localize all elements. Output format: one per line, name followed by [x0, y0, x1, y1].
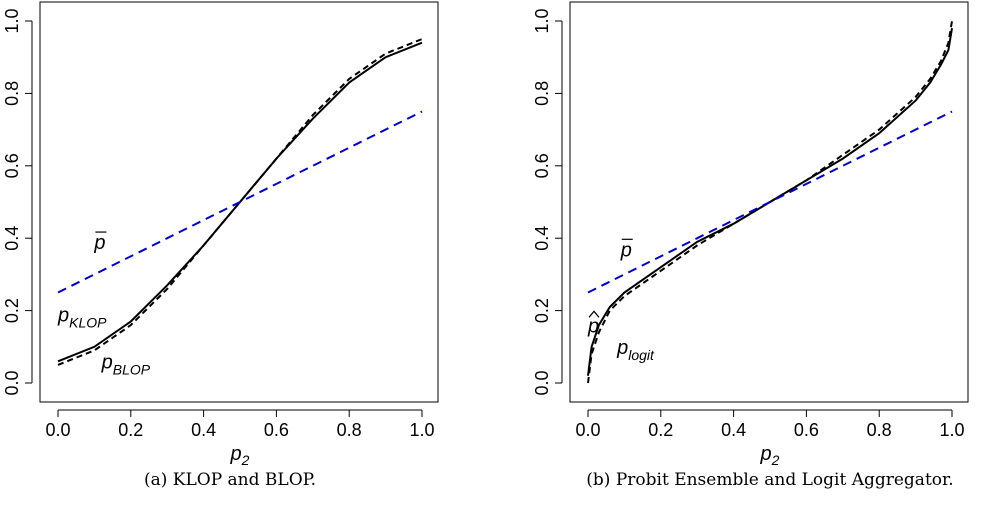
x-tick-label: 0.4 [191, 420, 216, 440]
annotation-sub: BLOP [113, 362, 151, 378]
x-tick-label: 0.4 [721, 420, 746, 440]
hat-mark [588, 310, 600, 318]
y-tick-label: 0.6 [2, 153, 22, 178]
annotation-text: p [587, 315, 599, 337]
annotation-text: p [620, 239, 632, 261]
annotation-sub: KLOP [69, 314, 107, 330]
series-annotation: plogit [616, 337, 655, 363]
x-tick-label: 0.0 [45, 420, 70, 440]
y-tick-label: 0.8 [532, 81, 552, 106]
figure-caption: (a) KLOP and BLOP. [144, 470, 316, 490]
x-tick-label: 1.0 [409, 420, 434, 440]
annotation-text: p [57, 304, 69, 326]
y-tick-label: 0.0 [532, 370, 552, 395]
x-tick-label: 1.0 [939, 420, 964, 440]
series-annotation: pBLOP [101, 352, 151, 378]
figure-caption: (b) Probit Ensemble and Logit Aggregator… [586, 470, 953, 490]
chart-panel-a: 0.0 0.2 0.4 0.6 0.8 1.00.00.20.40.60.81.0p2pp… [2, 1, 439, 490]
x-tick-label: 0.2 [648, 420, 673, 440]
x-axis-label: p2 [760, 443, 780, 468]
y-tick-label: 0.8 [2, 81, 22, 106]
series-line [587, 110, 953, 294]
x-tick-label: 0.8 [337, 420, 362, 440]
series-line [57, 110, 423, 294]
annotation-text: p [616, 337, 628, 359]
y-tick-label: 0.2 [532, 298, 552, 323]
x-tick-label: 0.6 [264, 420, 289, 440]
annotation-text: p [93, 232, 105, 254]
plot-frame [39, 1, 439, 403]
x-axis-label: p2 [230, 443, 250, 468]
x-axis-label-sub: 2 [241, 452, 250, 468]
y-tick-label: 0.2 [2, 298, 22, 323]
y-tick-label: 0.4 [532, 226, 552, 251]
annotation-sub: logit [628, 347, 655, 363]
chart-panel-b: 0.0 0.2 0.4 0.6 0.8 1.00.00.20.40.60.81.0p2pp… [532, 1, 969, 490]
series-annotation: pKLOP [57, 304, 107, 330]
annotation-text: p [101, 352, 113, 374]
y-tick-label: 1.0 [2, 8, 22, 33]
x-tick-label: 0.2 [118, 420, 143, 440]
x-tick-label: 0.6 [794, 420, 819, 440]
x-axis-label-sub: 2 [771, 452, 780, 468]
x-tick-label: 0.8 [867, 420, 892, 440]
series-annotation: p [93, 232, 105, 254]
x-tick-label: 0.0 [575, 420, 600, 440]
series-annotation: p [587, 315, 599, 337]
y-tick-label: 0.6 [532, 153, 552, 178]
series-annotation: p [620, 239, 632, 261]
y-tick-label: 1.0 [532, 8, 552, 33]
y-tick-label: 0.0 [2, 370, 22, 395]
plot-frame [569, 1, 969, 403]
y-tick-label: 0.4 [2, 226, 22, 251]
